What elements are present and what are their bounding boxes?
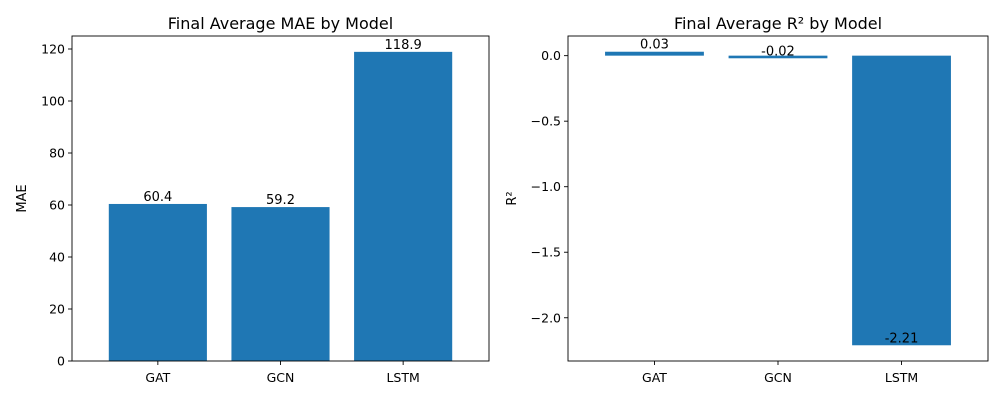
r2-chart-panel: 0.0 −0.5 −1.0 −1.5 −2.0 GAT GCN LSTM 0.03 -0.02 -2… xyxy=(505,14,989,385)
y-tick-label: 40 xyxy=(49,250,65,265)
x-tick-label: LSTM xyxy=(386,370,419,385)
y-tick-label: −1.5 xyxy=(531,245,561,260)
y-axis-label: MAE xyxy=(15,184,30,212)
bar-gcn xyxy=(231,207,330,361)
y-tick-label: −1.0 xyxy=(531,179,561,194)
y-tick-label: 100 xyxy=(41,94,65,109)
y-tick-label: −2.0 xyxy=(531,310,561,325)
bar-lstm xyxy=(852,55,951,346)
bar-gcn xyxy=(728,55,828,59)
x-tick-label: LSTM xyxy=(885,370,918,385)
y-tick-label: 120 xyxy=(41,42,65,57)
x-tick-label: GCN xyxy=(764,370,792,385)
chart-title: Final Average R² by Model xyxy=(674,14,882,33)
chart-title: Final Average MAE by Model xyxy=(168,14,393,33)
y-tick-label: 20 xyxy=(49,302,65,317)
y-tick-label: 60 xyxy=(49,198,65,213)
y-tick-label: −0.5 xyxy=(531,114,561,129)
x-tick-label: GAT xyxy=(642,370,667,385)
mae-chart-panel: 0 20 40 60 80 100 120 GAT GCN LSTM 60.4 59.2 118.9 Fi… xyxy=(15,14,490,385)
y-tick-label: 0 xyxy=(57,354,65,369)
data-label: 118.9 xyxy=(385,38,422,53)
data-label: 60.4 xyxy=(143,190,172,205)
bar-lstm xyxy=(354,51,453,362)
bar-gat xyxy=(605,51,704,56)
x-tick-label: GCN xyxy=(267,370,295,385)
y-tick-label: 0.0 xyxy=(541,48,561,63)
data-label: 0.03 xyxy=(640,38,669,53)
x-tick-label: GAT xyxy=(145,370,170,385)
y-axis-label: R² xyxy=(505,191,520,205)
data-label: -0.02 xyxy=(761,44,795,59)
data-label: -2.21 xyxy=(885,331,919,346)
data-label: 59.2 xyxy=(266,193,295,208)
bar-gat xyxy=(108,203,207,361)
y-tick-label: 80 xyxy=(49,146,65,161)
